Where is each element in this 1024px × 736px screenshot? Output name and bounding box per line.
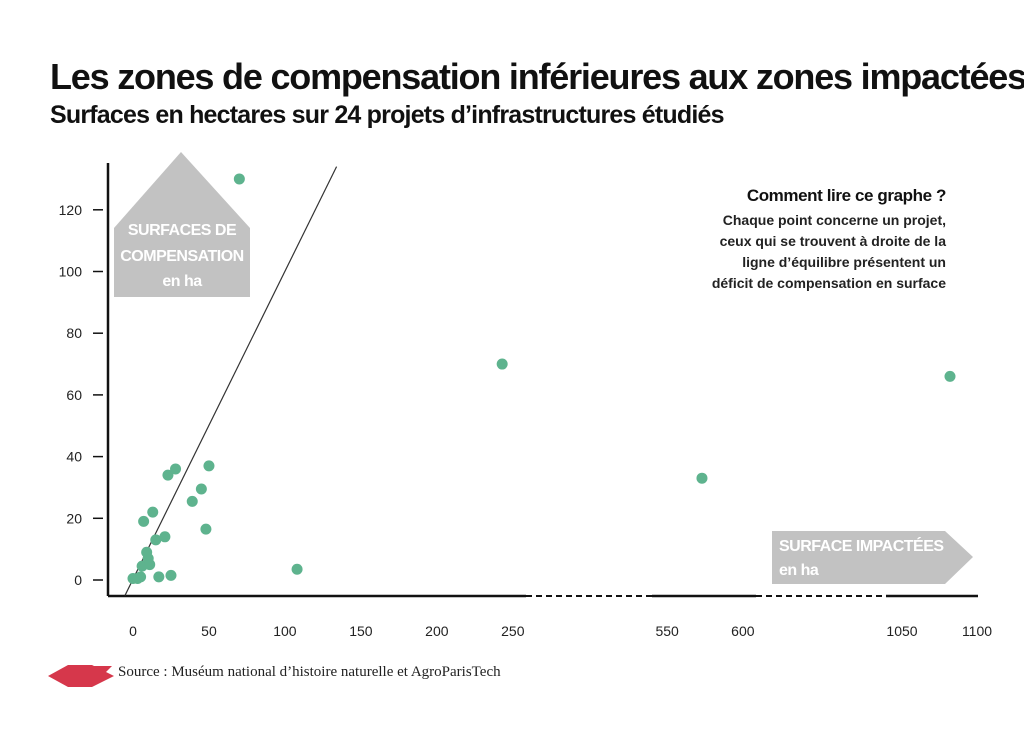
x-tick-label: 0 — [129, 623, 137, 639]
y-axis-label-line: COMPENSATION — [120, 248, 243, 265]
data-point — [195, 483, 207, 495]
y-axis-label-shape — [114, 152, 250, 297]
equilibrium-line — [124, 166, 338, 596]
y-axis-ticks: 0 20 40 60 80 100 120 — [59, 202, 103, 588]
howto-title: Comment lire ce graphe ? — [746, 186, 947, 205]
x-tick-label: 100 — [273, 623, 297, 639]
y-axis-label-line: en ha — [162, 273, 202, 290]
x-tick-label: 50 — [201, 623, 217, 639]
data-point — [153, 571, 165, 583]
data-point — [200, 523, 212, 535]
data-points — [127, 173, 956, 584]
y-tick-label: 80 — [66, 325, 82, 341]
howto-line: Chaque point concerne un projet, — [722, 212, 946, 228]
x-axis-label-arrow: SURFACE IMPACTÉES en ha — [772, 531, 973, 584]
data-point — [186, 495, 198, 507]
data-point — [147, 506, 159, 518]
y-tick-label: 120 — [59, 202, 83, 218]
chart-subtitle: Surfaces en hectares sur 24 projets d’in… — [50, 101, 725, 129]
data-point — [291, 563, 303, 575]
x-axis-label-shape — [772, 531, 973, 584]
x-tick-label: 600 — [731, 623, 755, 639]
x-tick-label: 200 — [425, 623, 449, 639]
data-point — [150, 534, 162, 546]
data-point — [162, 469, 174, 481]
data-point — [144, 559, 156, 571]
y-tick-label: 100 — [59, 264, 83, 280]
x-axis-label-line: en ha — [779, 562, 819, 579]
chart-title: Les zones de compensation inférieures au… — [50, 56, 1024, 97]
data-point — [944, 370, 956, 382]
data-point — [696, 472, 708, 484]
data-point — [138, 515, 150, 527]
data-point — [203, 460, 215, 472]
x-tick-label: 550 — [655, 623, 679, 639]
x-tick-label: 250 — [501, 623, 525, 639]
x-tick-label: 1050 — [886, 623, 917, 639]
x-tick-label: 150 — [349, 623, 373, 639]
y-axis-label-line: SURFACES DE — [128, 222, 237, 239]
howto-line: ligne d’équilibre présentent un — [742, 254, 946, 270]
y-tick-label: 0 — [74, 572, 82, 588]
x-axis-label-line: SURFACE IMPACTÉES — [779, 536, 944, 555]
x-axis-ticks: 0 50 100 150 200 250 550 600 1050 1100 — [129, 623, 992, 639]
source-diamond-icon — [48, 665, 114, 687]
data-point — [170, 463, 182, 475]
howto-line: ceux qui se trouvent à droite de la — [719, 233, 946, 249]
data-point — [135, 571, 147, 583]
x-tick-label: 1100 — [962, 623, 992, 639]
data-point — [496, 358, 508, 370]
source-text: Source : Muséum national d’histoire natu… — [118, 664, 501, 680]
axes — [106, 163, 978, 598]
y-axis-label-arrow: SURFACES DE COMPENSATION en ha — [114, 152, 250, 297]
y-tick-label: 40 — [66, 449, 82, 465]
equilibrium-line-path — [124, 166, 338, 596]
y-tick-label: 60 — [66, 387, 82, 403]
data-point — [165, 569, 177, 581]
y-tick-label: 20 — [66, 510, 82, 526]
data-point — [159, 531, 171, 543]
howto-line: déficit de compensation en surface — [711, 275, 946, 291]
data-point — [233, 173, 245, 185]
